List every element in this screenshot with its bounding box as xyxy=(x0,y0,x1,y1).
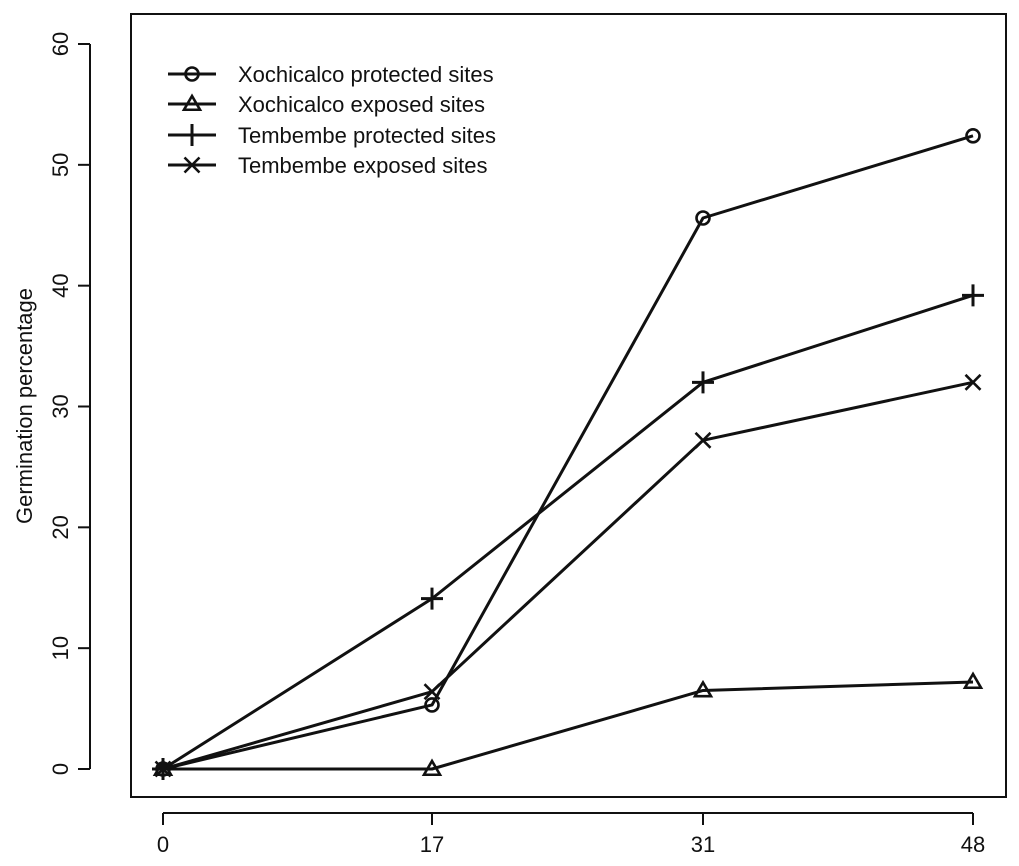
legend-marker xyxy=(183,156,201,174)
legend-marker xyxy=(184,66,200,82)
y-axis-label: Germination percentage xyxy=(12,288,37,524)
data-point xyxy=(421,758,443,777)
series-line xyxy=(162,134,974,771)
legend-label: Xochicalco protected sites xyxy=(238,62,494,87)
data-point xyxy=(962,671,984,690)
y-tick-label: 40 xyxy=(48,273,73,297)
legend-label: Tembembe exposed sites xyxy=(238,153,487,178)
data-point xyxy=(692,371,714,394)
y-axis: 0 10 20 30 40 50 60 xyxy=(48,32,91,775)
legend-entry: Tembembe protected sites xyxy=(168,123,496,148)
x-tick-label: 31 xyxy=(691,832,715,857)
y-tick-label: 30 xyxy=(48,394,73,418)
legend-entry: Xochicalco exposed sites xyxy=(168,92,485,117)
data-point xyxy=(694,431,712,449)
data-point xyxy=(695,210,711,226)
data-point xyxy=(962,284,984,307)
series-circle xyxy=(155,128,981,777)
series-line xyxy=(162,380,974,771)
series-layer xyxy=(152,128,984,780)
x-tick-label: 0 xyxy=(157,832,169,857)
legend-label: Xochicalco exposed sites xyxy=(238,92,485,117)
data-point xyxy=(692,679,714,698)
legend: Xochicalco protected sites Xochicalco exp… xyxy=(168,62,496,178)
series-plus xyxy=(152,284,984,780)
data-point xyxy=(424,697,440,713)
series-cross xyxy=(154,373,982,778)
data-point xyxy=(964,373,982,391)
series-triangle xyxy=(152,671,984,777)
data-point xyxy=(423,683,441,701)
legend-entry: Tembembe exposed sites xyxy=(168,153,487,178)
legend-label: Tembembe protected sites xyxy=(238,123,496,148)
x-tick-label: 48 xyxy=(961,832,985,857)
legend-marker xyxy=(181,124,203,146)
y-tick-label: 10 xyxy=(48,636,73,660)
legend-marker xyxy=(181,93,203,112)
y-tick-label: 60 xyxy=(48,32,73,56)
series-line xyxy=(163,680,974,771)
data-point xyxy=(154,760,172,778)
series-line xyxy=(162,293,974,771)
x-tick-label: 17 xyxy=(420,832,444,857)
data-point xyxy=(421,587,443,610)
data-point xyxy=(965,128,981,144)
plot-frame xyxy=(130,13,1007,798)
y-tick-label: 50 xyxy=(48,153,73,177)
y-tick-label: 0 xyxy=(48,763,73,775)
x-axis: 0 17 31 48 xyxy=(157,812,985,857)
y-tick-label: 20 xyxy=(48,515,73,539)
legend-entry: Xochicalco protected sites xyxy=(168,62,494,87)
